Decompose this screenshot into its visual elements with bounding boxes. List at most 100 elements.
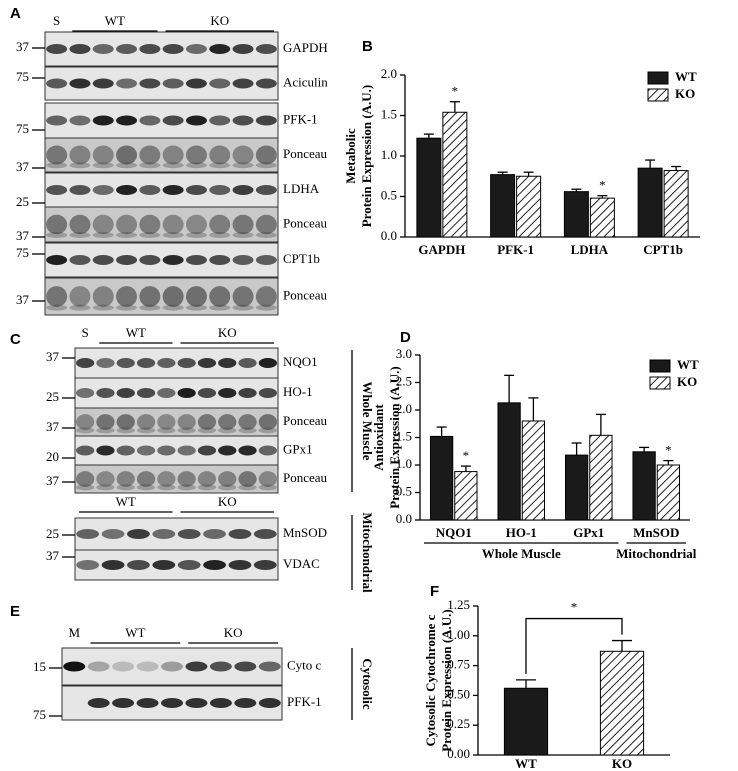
blot-label: Ponceau <box>283 470 328 485</box>
band <box>69 185 91 195</box>
lane-label: KO <box>218 325 237 340</box>
bar <box>632 451 656 521</box>
panel-letter: B <box>362 38 373 55</box>
x-tick-label: MnSOD <box>633 525 679 540</box>
band <box>116 484 135 491</box>
bar <box>416 137 442 238</box>
band <box>139 145 161 165</box>
band <box>46 44 68 54</box>
band <box>177 560 201 570</box>
lane-label: M <box>68 625 80 640</box>
band <box>136 484 156 491</box>
band <box>157 471 176 487</box>
x-tick-label: NQO1 <box>436 525 472 540</box>
band <box>46 286 68 307</box>
band <box>76 529 100 539</box>
band <box>255 78 277 89</box>
band <box>162 232 184 238</box>
y-tick-label: 1.5 <box>396 428 412 443</box>
band <box>116 286 138 307</box>
panel-letter: D <box>400 329 411 346</box>
y-tick-label: 1.0 <box>381 147 397 162</box>
band <box>46 185 68 195</box>
band <box>69 214 91 235</box>
y-axis-label: Cytosolic Cytochrome c <box>423 614 438 746</box>
bar <box>429 435 454 521</box>
band <box>157 388 176 398</box>
band <box>46 255 68 265</box>
lane-label: WT <box>125 625 145 640</box>
band <box>258 445 277 456</box>
bar <box>516 175 542 238</box>
blot-label: MnSOD <box>283 525 327 540</box>
band <box>232 115 254 126</box>
y-tick-label: 1.0 <box>396 456 412 471</box>
band <box>185 115 207 126</box>
band <box>238 358 257 368</box>
band <box>127 560 150 570</box>
significance: * <box>665 443 672 458</box>
band <box>177 414 196 430</box>
band <box>209 44 231 54</box>
band <box>139 304 161 311</box>
band <box>92 255 114 265</box>
blot-label: Ponceau <box>283 146 328 161</box>
band <box>238 388 257 398</box>
band <box>76 471 95 487</box>
band <box>92 185 114 195</box>
band <box>197 388 217 398</box>
band <box>177 388 196 398</box>
band <box>127 529 150 539</box>
band <box>46 145 68 165</box>
band <box>161 661 183 672</box>
blot-label: GAPDH <box>283 40 328 55</box>
band <box>162 115 184 126</box>
blot-label: Ponceau <box>283 413 328 428</box>
lane-label: KO <box>224 625 243 640</box>
marker-label: 25 <box>46 389 59 404</box>
band <box>228 560 252 570</box>
lane-label: KO <box>218 494 237 509</box>
bar <box>589 434 613 521</box>
band <box>177 484 196 491</box>
band <box>92 214 114 235</box>
band <box>76 414 95 430</box>
band <box>92 145 114 165</box>
band <box>209 214 231 235</box>
blot <box>44 277 279 316</box>
blot <box>44 137 279 173</box>
x-tick-label: LDHA <box>571 242 609 257</box>
y-axis-label: Protein Expression (A.U.) <box>387 366 402 509</box>
band <box>258 427 277 434</box>
band <box>69 162 91 169</box>
band <box>136 471 156 487</box>
blot <box>44 206 279 243</box>
band <box>157 445 176 456</box>
band <box>136 427 156 434</box>
y-tick-label: 0.00 <box>447 746 470 761</box>
band <box>209 185 231 195</box>
band <box>185 698 208 708</box>
band <box>92 232 114 238</box>
marker-label: 37 <box>46 349 60 364</box>
band <box>76 358 95 368</box>
band <box>96 471 115 487</box>
band <box>197 427 217 434</box>
band <box>232 78 254 89</box>
bar <box>564 454 589 521</box>
bar <box>497 402 521 521</box>
y-axis-label: Metabolic <box>343 128 358 184</box>
band <box>76 427 95 434</box>
x-tick-label: PFK-1 <box>497 242 534 257</box>
blot-label: Ponceau <box>283 287 328 302</box>
band <box>69 286 91 307</box>
band <box>116 471 135 487</box>
y-tick-label: 0.0 <box>396 511 412 526</box>
y-tick-label: 2.5 <box>396 373 412 388</box>
y-axis-label: Protein Expression (A.U.) <box>359 85 374 228</box>
marker-label: 37 <box>46 473 60 488</box>
legend-swatch <box>647 88 669 102</box>
marker-label: 20 <box>46 449 59 464</box>
band <box>238 427 257 434</box>
band <box>76 484 95 491</box>
